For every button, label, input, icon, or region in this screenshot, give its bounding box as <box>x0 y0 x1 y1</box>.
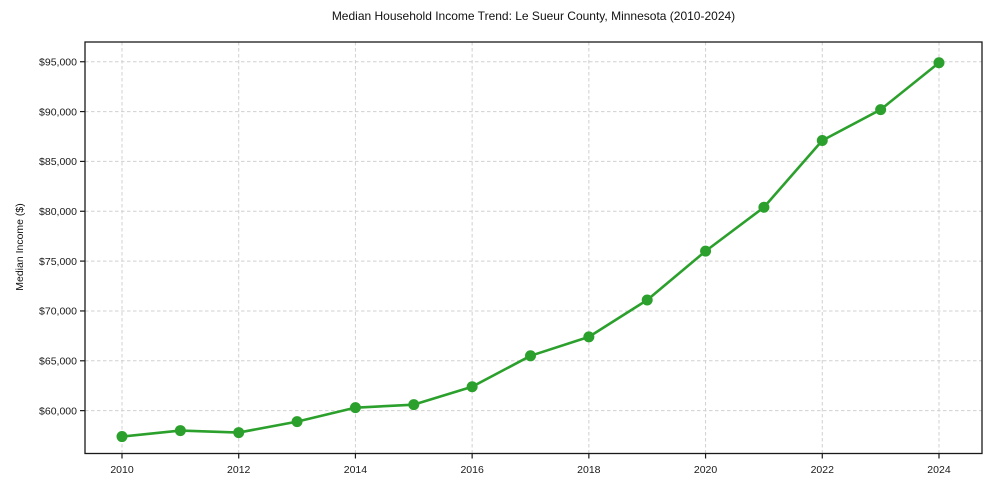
data-point-2018 <box>583 331 595 343</box>
plot-border <box>84 41 983 455</box>
y-tick-label: $95,000 <box>39 56 77 68</box>
y-tick-label: $80,000 <box>39 206 77 218</box>
x-tick-label: 2014 <box>344 464 368 476</box>
y-tick-label: $75,000 <box>39 256 77 268</box>
data-point-2020 <box>700 245 712 257</box>
y-tick-label: $90,000 <box>39 106 77 118</box>
y-tick-label: $65,000 <box>39 355 77 367</box>
chart-title: Median Household Income Trend: Le Sueur … <box>331 9 736 23</box>
data-point-2024 <box>933 57 945 69</box>
data-point-2023 <box>875 104 887 116</box>
y-tick-label: $70,000 <box>39 306 77 318</box>
data-point-2014 <box>349 402 361 414</box>
y-tick-label: $60,000 <box>39 405 77 417</box>
x-tick-label: 2012 <box>227 464 251 476</box>
data-point-2019 <box>641 294 653 306</box>
data-point-2021 <box>758 201 770 213</box>
data-point-2016 <box>466 381 478 393</box>
data-point-2015 <box>408 399 420 411</box>
data-point-2013 <box>291 416 303 428</box>
data-point-2011 <box>174 425 186 437</box>
x-tick-label: 2024 <box>927 464 951 476</box>
y-tick-label: $85,000 <box>39 156 77 168</box>
x-tick-label: 2018 <box>577 464 601 476</box>
x-tick-label: 2010 <box>110 464 134 476</box>
x-tick-label: 2020 <box>694 464 718 476</box>
data-point-2022 <box>816 134 828 146</box>
x-tick-label: 2016 <box>460 464 484 476</box>
x-tick-label: 2022 <box>811 464 835 476</box>
income-trend-line <box>120 61 941 438</box>
data-point-2010 <box>116 431 128 443</box>
data-point-2012 <box>233 427 245 439</box>
data-point-2017 <box>524 350 536 362</box>
